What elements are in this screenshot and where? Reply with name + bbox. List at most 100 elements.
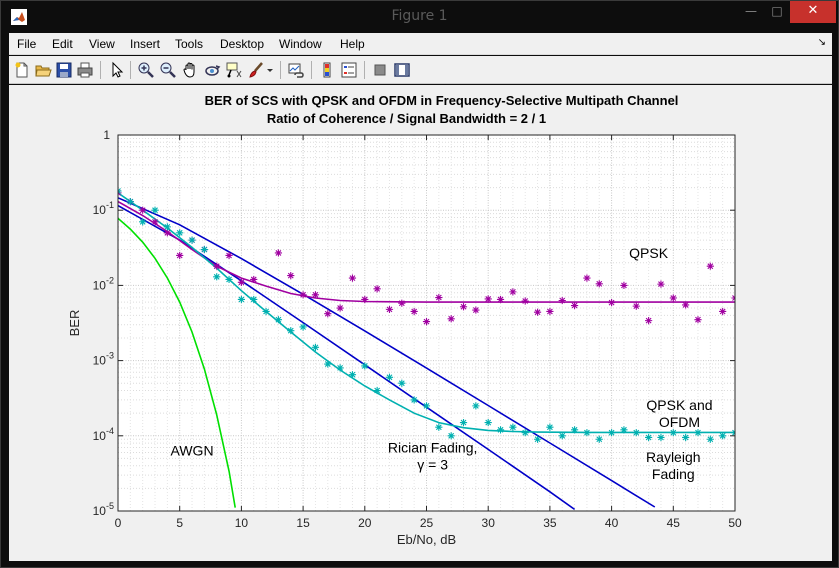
x-tick-label: 0 [115, 516, 122, 530]
data-point [213, 273, 221, 281]
data-point [188, 236, 196, 244]
insert-colorbar-icon[interactable] [318, 61, 336, 79]
qpsk-label: QPSK [629, 245, 669, 261]
data-point [287, 271, 295, 280]
toolbar-separator [311, 61, 312, 79]
data-point [410, 307, 418, 316]
data-point [163, 223, 171, 231]
data-point [176, 251, 184, 260]
data-point [608, 299, 616, 307]
data-point [620, 426, 628, 434]
y-axis-label: BER [67, 310, 82, 337]
data-point [496, 295, 505, 304]
data-point [324, 360, 332, 368]
open-file-icon[interactable] [34, 61, 52, 79]
show-plot-tools-icon[interactable] [393, 61, 411, 79]
menu-help[interactable]: Help [340, 37, 365, 51]
data-point [126, 198, 134, 206]
x-tick-label: 20 [358, 516, 372, 530]
data-point [435, 423, 443, 431]
menu-tools[interactable]: Tools [175, 37, 204, 51]
x-tick-label: 25 [420, 516, 434, 530]
new-figure-icon[interactable] [13, 61, 31, 79]
data-point [595, 280, 603, 288]
rayleigh-curve [118, 197, 656, 508]
data-point [410, 396, 418, 404]
data-point [373, 386, 381, 395]
toolbar-separator [280, 61, 281, 79]
data-point [324, 310, 332, 318]
print-icon[interactable] [76, 61, 94, 79]
brush-dropdown-icon[interactable] [266, 61, 274, 79]
data-point [299, 291, 307, 299]
ber-plot[interactable]: 0 5 10 15 20 25 30 35 40 45 50 1 10-1 10-2 10-3 10-4 10-… [9, 85, 832, 561]
y-tick-label: 10-5 [93, 501, 114, 518]
x-tick-label: 15 [296, 516, 310, 530]
y-tick-label: 10-4 [93, 426, 114, 443]
data-point [336, 364, 344, 372]
minimize-button[interactable]: — [745, 4, 757, 18]
data-point [657, 280, 665, 288]
data-point [719, 307, 727, 316]
toolbar-separator [100, 61, 101, 79]
save-icon[interactable] [55, 61, 73, 79]
awgn-label-line: AWGN [171, 442, 214, 458]
qpsk-label-line: QPSK [629, 245, 669, 261]
data-point [669, 294, 677, 302]
data-point [250, 275, 258, 284]
qpsk-points [118, 189, 735, 326]
data-point [533, 308, 542, 316]
menu-view[interactable]: View [89, 37, 115, 51]
zoom-out-icon[interactable] [159, 61, 177, 79]
x-tick-label: 35 [543, 516, 557, 530]
rayleigh-label-line: Rayleigh [646, 449, 700, 465]
data-point [496, 426, 505, 434]
data-point [570, 301, 579, 310]
figure-canvas: 0 5 10 15 20 25 30 35 40 45 50 1 10-1 10-2 10-3 10-4 10-… [9, 85, 832, 561]
data-point [558, 432, 566, 440]
zoom-in-icon[interactable] [137, 61, 155, 79]
x-tick-label: 50 [728, 516, 742, 530]
data-point [620, 281, 628, 289]
pointer-icon[interactable] [107, 61, 125, 79]
dock-arrow-icon[interactable]: ↘ [817, 37, 826, 48]
hide-plot-tools-icon[interactable] [371, 61, 389, 79]
menu-desktop[interactable]: Desktop [220, 37, 265, 51]
insert-legend-icon[interactable] [340, 61, 358, 79]
x-tick-label: 10 [235, 516, 249, 530]
link-plot-icon[interactable] [287, 61, 305, 79]
data-point [348, 274, 357, 282]
menu-file[interactable]: File [17, 37, 37, 51]
close-button[interactable]: ✕ [790, 1, 836, 23]
data-point [459, 303, 468, 311]
menu-insert[interactable]: Insert [130, 37, 161, 51]
rician-label-line: Rician Fading, [388, 439, 478, 455]
data-point [509, 288, 517, 296]
window-title: Figure 1 [391, 8, 448, 24]
rotate-3d-icon[interactable] [203, 61, 221, 79]
pan-icon[interactable] [181, 61, 199, 79]
data-cursor-icon[interactable] [225, 61, 243, 79]
title-bar[interactable]: Figure 1 — □ ✕ [1, 1, 838, 33]
data-point [225, 251, 233, 260]
data-point [706, 435, 714, 443]
data-point [311, 343, 320, 351]
menu-window[interactable]: Window [279, 37, 322, 51]
data-point [262, 307, 270, 316]
maximize-button[interactable]: □ [771, 4, 783, 18]
brush-icon[interactable] [247, 61, 265, 79]
rician-label-line: γ = 3 [417, 456, 448, 472]
data-point [422, 402, 431, 410]
rician-label: Rician Fading,γ = 3 [388, 439, 478, 472]
data-point [583, 429, 591, 437]
menu-edit[interactable]: Edit [52, 37, 73, 51]
data-point [225, 275, 233, 284]
rayleigh-label-line: Fading [652, 466, 695, 482]
data-point [645, 433, 653, 442]
data-point [645, 317, 653, 325]
data-point [139, 206, 147, 214]
y-tick-label: 1 [103, 128, 110, 142]
data-point [385, 373, 394, 381]
